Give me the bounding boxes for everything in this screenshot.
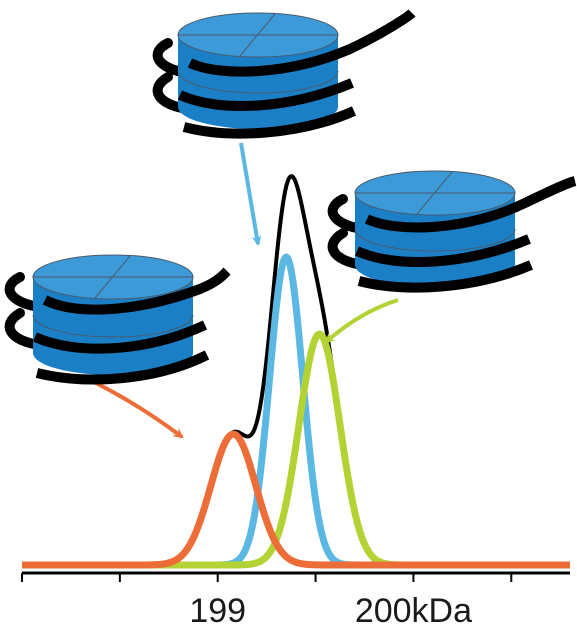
series-layer <box>19 174 573 569</box>
x-tick-label-4: 200kDa <box>355 592 472 630</box>
complex-right-icon <box>327 170 577 293</box>
complex-top-icon <box>152 9 416 139</box>
complex-left-icon <box>4 254 231 385</box>
series-orange-line <box>19 430 573 569</box>
x-axis <box>21 571 570 582</box>
arrow-orange <box>91 379 184 439</box>
x-tick-labels: 199 200kDa <box>189 592 472 630</box>
arrow-blue <box>239 142 262 246</box>
x-tick-label-2: 199 <box>189 592 246 630</box>
arrow-green <box>324 298 399 344</box>
